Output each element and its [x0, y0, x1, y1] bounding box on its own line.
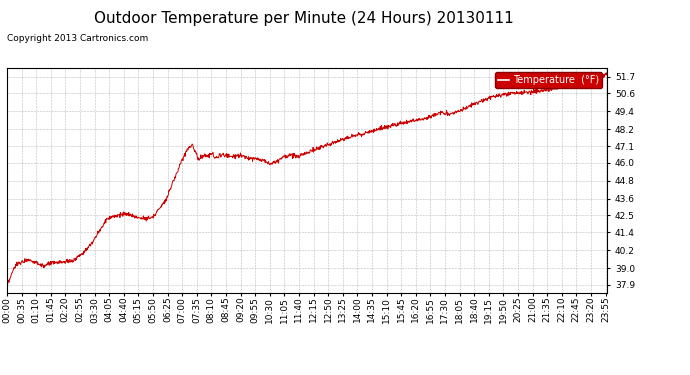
Legend: Temperature  (°F): Temperature (°F): [495, 72, 602, 88]
Text: Outdoor Temperature per Minute (24 Hours) 20130111: Outdoor Temperature per Minute (24 Hours…: [94, 11, 513, 26]
Text: Copyright 2013 Cartronics.com: Copyright 2013 Cartronics.com: [7, 34, 148, 43]
